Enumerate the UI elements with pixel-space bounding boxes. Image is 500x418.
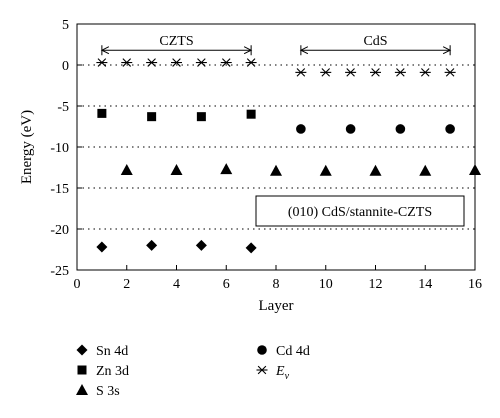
x-tick-label: 2 [123,277,130,292]
data-markers [96,58,481,254]
axis-ticks: 5 0 -5 -10 -15 -20 -25 0 2 4 6 8 10 12 14 16 [50,18,482,292]
data-point-e [345,68,357,77]
legend-marker-s-3s [76,384,88,395]
x-tick-label: 16 [468,277,482,292]
data-point-e [320,68,332,77]
data-point-zn-3d [246,109,256,119]
data-point-s-3s [170,163,183,175]
y-tick-label: -15 [50,182,69,197]
legend-marker-cd-4d [257,345,267,355]
legend-label-cd-4d: Cd 4d [276,344,310,359]
annotation-arrow-head [299,46,309,55]
annotation-label: CdS [363,34,387,49]
data-point-sn-4d [146,239,158,251]
legend-marker-zn-3d [77,365,87,375]
data-point-e [121,58,133,67]
x-tick-label: 10 [319,277,333,292]
y-tick-label: -25 [50,264,69,279]
y-tick-label: -10 [50,141,69,156]
x-axis-title: Layer [259,298,294,314]
boxed-label: (010) CdS/stannite-CZTS [255,195,465,227]
legend-label-zn-3d: Zn 3d [96,364,129,379]
data-point-zn-3d [147,112,157,122]
data-point-cd-4d [296,124,306,134]
data-point-s-3s [469,163,481,175]
x-tick-label: 14 [418,277,432,292]
data-point-s-3s [319,164,332,176]
data-point-s-3s [419,164,432,176]
data-point-sn-4d [195,239,207,251]
y-axis-title: Energy (eV) [19,110,35,184]
y-tick-label: -20 [50,223,69,238]
legend-marker-sn-4d [76,344,88,356]
data-point-cd-4d [445,124,455,134]
annotation-label: CZTS [159,34,193,49]
y-tick-label: 5 [62,18,69,33]
data-point-zn-3d [97,108,107,118]
x-tick-label: 8 [273,277,280,292]
data-point-e [444,68,456,77]
data-point-e [195,58,207,67]
data-point-s-3s [270,164,282,176]
data-point-e [295,68,307,77]
data-point-s-3s [369,164,382,176]
data-point-e [245,58,257,67]
data-point-e [394,68,406,77]
x-tick-label: 6 [223,277,230,292]
data-point-e [370,68,381,77]
data-point-sn-4d [245,242,257,254]
annotation-arrow-head [442,46,452,55]
legend-label-s-3s: S 3s [96,384,120,399]
data-point-cd-4d [395,124,406,134]
boxed-label-frame [255,195,465,227]
x-tick-label: 0 [74,277,81,292]
legend-label-sn-4d: Sn 4d [96,344,128,359]
legend: Sn 4d Zn 3d S 3s Cd 4d Ev [76,344,310,399]
legend-label-e: Ev [275,364,290,382]
y-tick-label: 0 [62,59,69,74]
y-tick-label: -5 [57,100,69,115]
data-point-cd-4d [345,124,356,134]
data-point-e [171,58,182,67]
x-tick-label: 12 [369,277,383,292]
data-point-s-3s [120,163,133,175]
boxed-label-text: (010) CdS/stannite-CZTS [288,205,432,220]
data-point-zn-3d [196,112,206,122]
annotation-arrow-head [243,46,253,55]
x-tick-label: 4 [173,277,180,292]
data-point-e [146,58,158,67]
region-annotations: CZTS CdS [100,34,452,56]
data-point-e [419,68,431,77]
data-point-s-3s [220,163,233,175]
annotation-arrow-head [100,46,110,55]
data-point-sn-4d [96,241,108,253]
grid-lines [77,64,475,230]
data-point-e [96,58,108,67]
legend-marker-e [256,365,268,375]
data-point-e [220,58,232,67]
